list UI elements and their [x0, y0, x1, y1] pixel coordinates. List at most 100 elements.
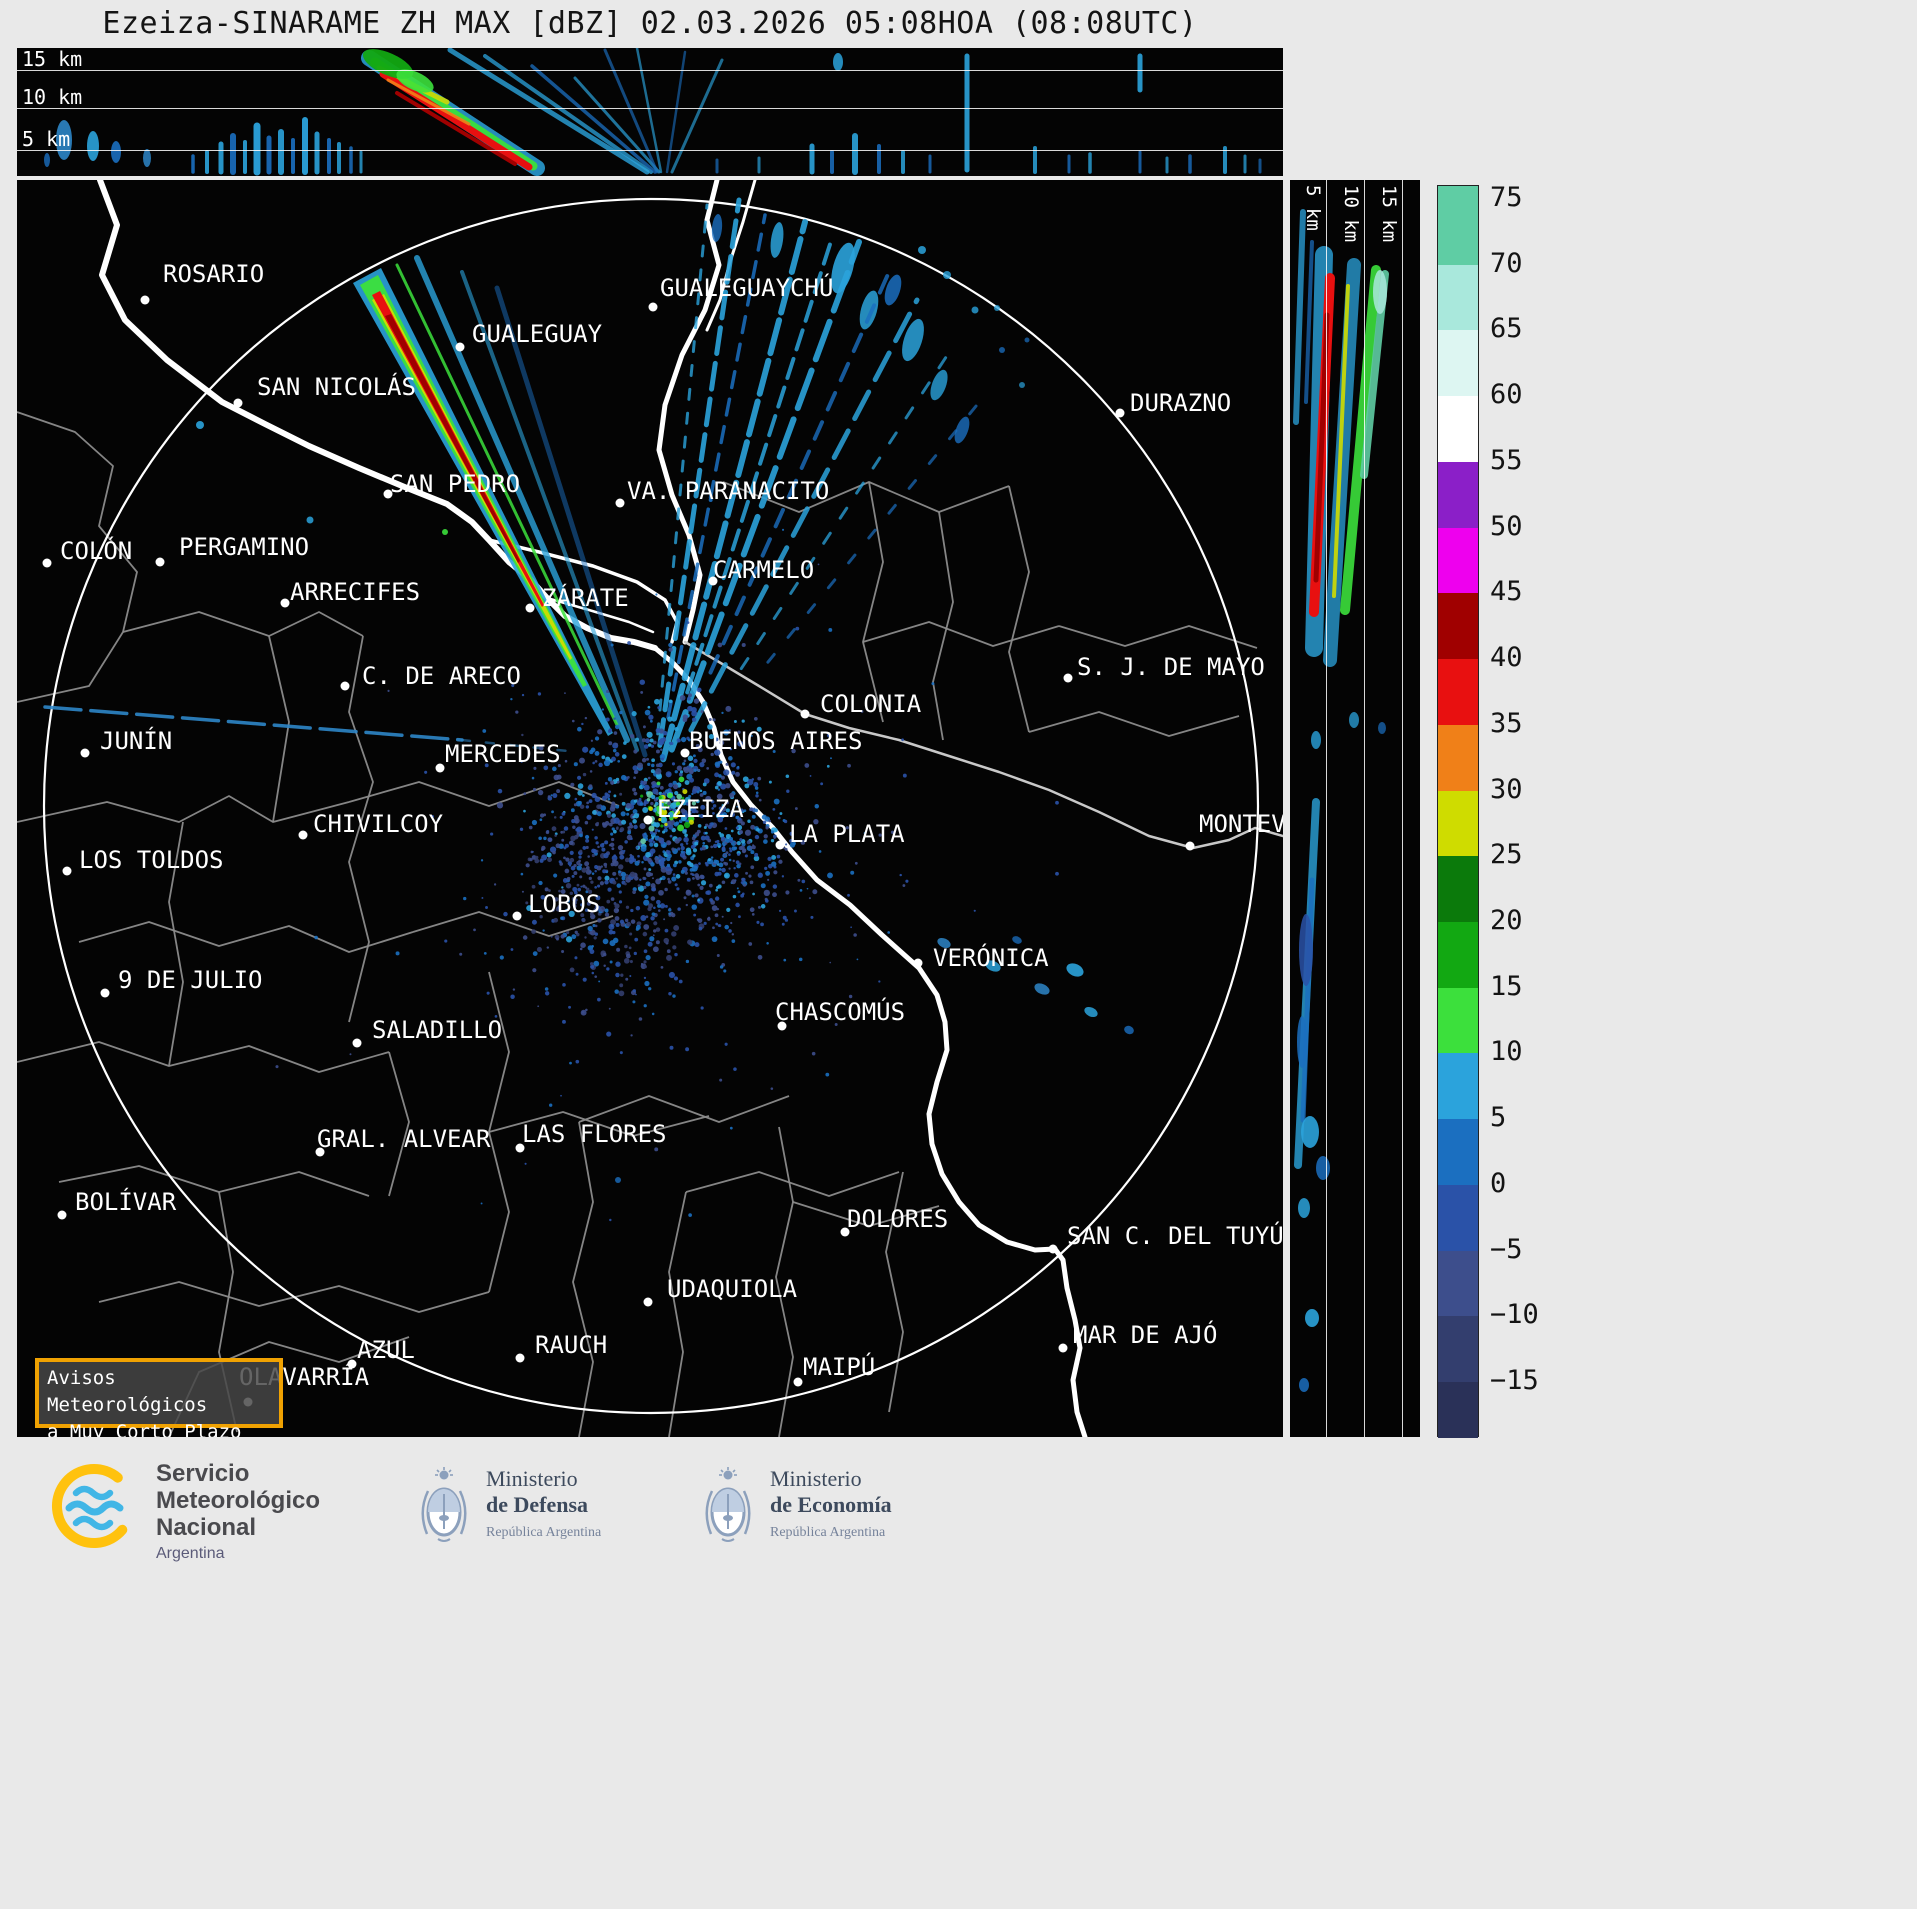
echo-speckle [667, 801, 671, 806]
alert-box: Avisos Meteorológicos a Muy Corto Plazo [35, 1358, 283, 1437]
echo-speckle [640, 690, 644, 694]
echo-speckle [728, 867, 731, 870]
echo-speckle [708, 498, 713, 502]
echo-speckle [663, 918, 666, 921]
echo-spoke [656, 203, 709, 736]
echo-speckle [660, 965, 664, 969]
echo-speckle [696, 790, 700, 794]
echo-speckle [540, 847, 545, 851]
echo-speckle [512, 988, 516, 991]
echo-speckle [561, 838, 565, 842]
echo-speckle [668, 699, 673, 704]
echo-speckle [568, 910, 575, 918]
echo-speckle [579, 757, 585, 764]
echo-speckle [648, 903, 654, 909]
echo-speckle [699, 874, 704, 880]
echo-speckle [627, 641, 631, 645]
echo-speckle [750, 865, 755, 870]
echo-speckle [652, 934, 655, 937]
echo-speckle [577, 783, 584, 789]
echo-speckle [691, 808, 697, 814]
echo-speckle [755, 794, 759, 798]
echo-speckle [629, 960, 633, 964]
echo-speckle [738, 862, 742, 866]
city-label: GUALEGUAYCHÚ [660, 274, 834, 302]
echo-speckle [647, 941, 653, 947]
echo-speckle [737, 890, 741, 894]
echo-speckle [612, 871, 617, 876]
echo-speckle [630, 919, 636, 924]
echo-speckle [604, 821, 610, 826]
echo-speckle [632, 890, 635, 893]
echo-speckle [750, 824, 756, 830]
echo-speckle [634, 937, 639, 942]
city-dot [515, 1143, 525, 1153]
echo-speckle [651, 912, 656, 917]
echo-speckle [641, 757, 647, 763]
colorbar-tick-label: 45 [1490, 576, 1523, 608]
ministerio-economia-brand: Ministerio de Economía República Argenti… [702, 1466, 892, 1546]
echo-speckle [584, 861, 590, 867]
echo-speckle [610, 897, 615, 901]
echo-speckle [710, 845, 714, 849]
echo-speckle [736, 887, 739, 890]
radar-echo [985, 960, 1001, 972]
echo-speckle [650, 769, 655, 774]
echo-speckle [609, 960, 613, 964]
admin-boundary [412, 911, 614, 937]
echo-speckle [648, 806, 653, 811]
echo-speckle [647, 762, 651, 767]
echo-speckle [545, 830, 550, 835]
echo-speckle [730, 809, 735, 815]
echo-speckle [685, 842, 689, 845]
echo-speckle [614, 724, 620, 730]
echo-speckle [651, 1012, 655, 1016]
admin-boundary [17, 411, 138, 633]
echo-speckle [689, 807, 693, 812]
radar-echo [396, 69, 434, 93]
echo-speckle [680, 850, 684, 854]
colorbar-tick-label: −15 [1490, 1365, 1539, 1396]
echo-speckle [658, 796, 662, 800]
echo-speckle [546, 946, 550, 949]
echo-speckle [585, 845, 589, 850]
echo-speckle [902, 773, 907, 778]
echo-speckle [573, 904, 577, 908]
echo-speckle [641, 738, 646, 743]
echo-speckle [730, 829, 734, 833]
echo-speckle [667, 877, 670, 881]
echo-speckle [569, 967, 575, 973]
echo-speckle [691, 894, 695, 898]
economia-coat-of-arms-icon [705, 1467, 751, 1542]
admin-boundary [578, 1095, 790, 1123]
radar-echo [1293, 209, 1306, 425]
echo-speckle [757, 776, 762, 781]
echo-speckle [655, 763, 660, 768]
echo-speckle [724, 862, 729, 866]
echo-speckle [620, 774, 627, 781]
echo-speckle [643, 899, 650, 906]
echo-speckle [740, 893, 745, 898]
echo-speckle [765, 870, 771, 876]
city-dot [280, 598, 290, 608]
echo-speckle [617, 759, 621, 763]
echo-speckle [593, 960, 600, 967]
radar-echo [1332, 284, 1350, 598]
echo-speckle [642, 876, 646, 880]
echo-speckle [632, 815, 635, 819]
echo-speckle [574, 797, 578, 801]
echo-speckle [612, 880, 617, 885]
echo-speckle [610, 643, 614, 647]
echo-speckle [580, 1009, 587, 1016]
echo-speckle [687, 755, 694, 761]
echo-speckle [699, 762, 705, 768]
echo-speckle [619, 919, 625, 924]
echo-speckle [275, 1065, 279, 1069]
echo-speckle [604, 875, 610, 881]
colorbar-segment [1438, 461, 1478, 529]
echo-speckle [609, 822, 613, 827]
city-label: GRAL. ALVEAR [317, 1125, 491, 1153]
echo-speckle [694, 893, 699, 898]
echo-speckle [685, 802, 690, 806]
echo-speckle [597, 918, 602, 923]
